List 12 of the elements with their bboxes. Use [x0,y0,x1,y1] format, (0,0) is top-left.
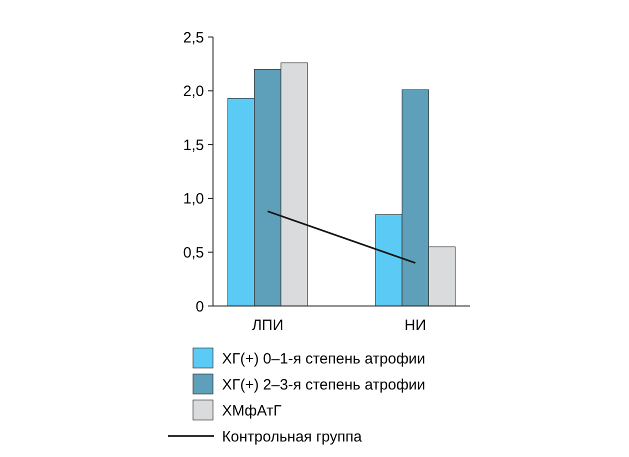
y-tick-label: 0,5 [183,244,204,262]
y-tick-label: 1,0 [183,190,204,208]
legend-label: ХМфАтГ [222,402,282,420]
x-tick-label: ЛПИ [252,317,284,334]
y-tick-label: 2,5 [183,29,204,46]
legend-label: Контрольная группа [222,428,362,446]
y-tick-label: 0 [196,298,204,316]
y-tick-label: 1,5 [183,136,204,154]
legend-label: ХГ(+) 0–1-я степень атрофии [222,350,426,368]
y-tick-label: 2,0 [183,83,204,100]
x-tick-label: НИ [404,317,426,334]
legend-label: ХГ(+) 2–3-я степень атрофии [222,376,426,394]
